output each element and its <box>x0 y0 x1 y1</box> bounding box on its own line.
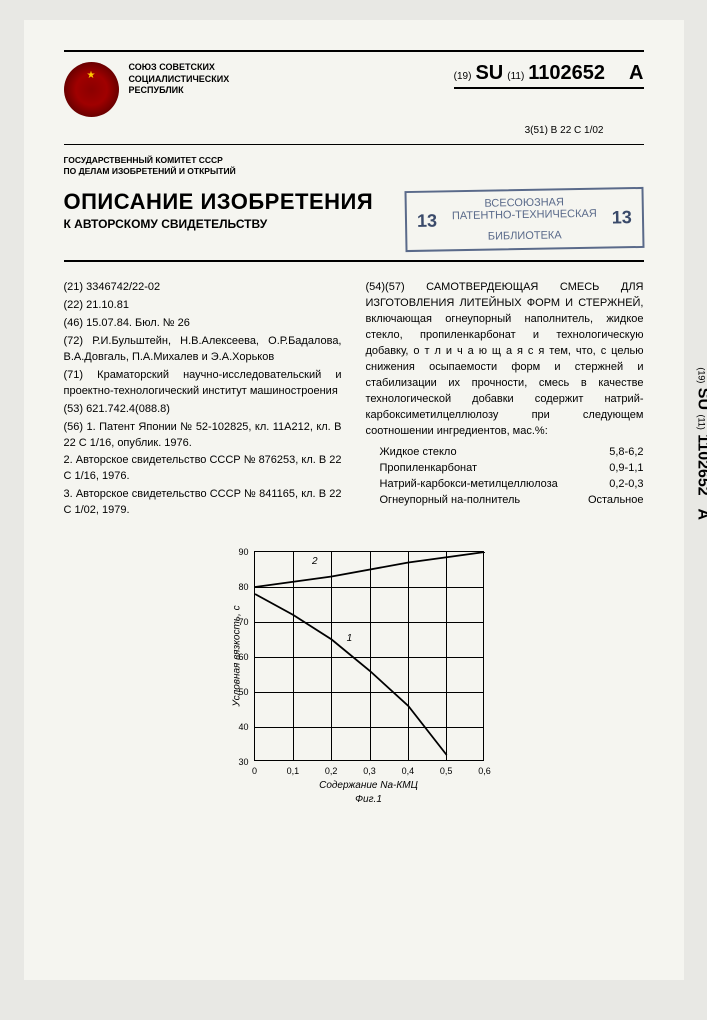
ingredients-list: Жидкое стекло 5,8-6,2 Пропиленкарбонат 0… <box>366 445 644 509</box>
pub-number-value: 1102652 <box>528 62 605 85</box>
biblio-22: (22) 21.10.81 <box>64 298 342 314</box>
stamp-num-right: 13 <box>611 207 631 228</box>
right-column: (54)(57) САМОТВЕРДЕЮЩАЯ СМЕСЬ ДЛЯ ИЗГОТО… <box>366 280 644 521</box>
title-block: ОПИСАНИЕ ИЗОБРЕТЕНИЯ К АВТОРСКОМУ СВИДЕТ… <box>64 189 644 250</box>
abstract-text: (54)(57) САМОТВЕРДЕЮЩАЯ СМЕСЬ ДЛЯ ИЗГОТО… <box>366 280 644 439</box>
xtick-label: 0,6 <box>478 766 491 776</box>
mid-rule <box>64 144 644 145</box>
biblio-56-2: 2. Авторское свидетельство СССР № 876253… <box>64 453 342 485</box>
header: СОЮЗ СОВЕТСКИХСОЦИАЛИСТИЧЕСКИХРЕСПУБЛИК … <box>64 62 644 117</box>
curve-label-2: 2 <box>312 556 318 567</box>
ingredient-name: Пропиленкарбонат <box>366 461 478 477</box>
side-num: 1102652 <box>695 434 707 495</box>
stamp-mid: ПАТЕНТНО-ТЕХНИЧЕСКАЯ <box>451 208 596 232</box>
biblio-53: (53) 621.742.4(088.8) <box>64 402 342 418</box>
curve-label-1: 1 <box>347 633 353 644</box>
biblio-56-3: 3. Авторское свидетельство СССР № 841165… <box>64 487 342 519</box>
side-prefix: (19) <box>697 367 707 383</box>
stamp-num-left: 13 <box>416 211 436 232</box>
xtick-label: 0,3 <box>363 766 376 776</box>
ingredient-value: 0,2-0,3 <box>609 477 643 493</box>
side-mid: (11) <box>697 414 707 429</box>
ingredient-value: 5,8-6,2 <box>609 445 643 461</box>
side-tab: (19) SU (11) 1102652 A <box>694 367 707 520</box>
biblio-71: (71) Краматорский научно-исследовательск… <box>64 368 342 400</box>
ytick-label: 30 <box>219 757 249 767</box>
library-stamp: ВСЕСОЮЗНАЯ 13 ПАТЕНТНО-ТЕХНИЧЕСКАЯ 13 БИ… <box>404 187 644 252</box>
pub-code: SU <box>475 62 503 85</box>
xtick-label: 0,4 <box>402 766 415 776</box>
ytick-label: 60 <box>219 652 249 662</box>
ingredient-name: Жидкое стекло <box>366 445 457 461</box>
ytick-label: 80 <box>219 582 249 592</box>
title-sub: К АВТОРСКОМУ СВИДЕТЕЛЬСТВУ <box>64 217 374 231</box>
title-main: ОПИСАНИЕ ИЗОБРЕТЕНИЯ <box>64 189 374 215</box>
union-text: СОЮЗ СОВЕТСКИХСОЦИАЛИСТИЧЕСКИХРЕСПУБЛИК <box>129 62 230 97</box>
ytick-label: 70 <box>219 617 249 627</box>
text-columns: (21) 3346742/22-02 (22) 21.10.81 (46) 15… <box>64 280 644 521</box>
publication-number: (19) SU (11) 1102652 A <box>454 62 644 89</box>
ingredient-row: Пропиленкарбонат 0,9-1,1 <box>366 461 644 477</box>
biblio-72: (72) Р.И.Бульштейн, Н.В.Алексеева, О.Р.Б… <box>64 334 342 366</box>
chart-svg <box>255 552 485 762</box>
ingredient-row: Огнеупорный на-полнитель Остальное <box>366 493 644 509</box>
chart-curve-1 <box>255 594 447 755</box>
pub-mid: (11) <box>507 71 524 82</box>
xtick-label: 0,5 <box>440 766 453 776</box>
ytick-label: 50 <box>219 687 249 697</box>
chart-xlabel: Содержание Na-КМЦ <box>319 780 418 791</box>
ingredient-name: Огнеупорный на-полнитель <box>366 493 521 509</box>
ingredient-value: Остальное <box>588 493 644 509</box>
biblio-56-1: (56) 1. Патент Японии № 52-102825, кл. 1… <box>64 420 342 452</box>
top-rule <box>64 50 644 52</box>
xtick-label: 0 <box>252 766 257 776</box>
ingredient-name: Натрий-карбокси-метилцеллюлоза <box>366 477 558 493</box>
chart-curve-2 <box>255 552 485 587</box>
chart-plot-area: Условная вязкость, с Содержание Na-КМЦ Ф… <box>254 551 484 761</box>
pub-prefix: (19) <box>454 71 472 82</box>
xtick-label: 0,2 <box>325 766 338 776</box>
biblio-21: (21) 3346742/22-02 <box>64 280 342 296</box>
biblio-46: (46) 15.07.84. Бюл. № 26 <box>64 316 342 332</box>
committee-text: ГОСУДАРСТВЕННЫЙ КОМИТЕТ СССРПО ДЕЛАМ ИЗО… <box>64 155 644 177</box>
chart-figure-label: Фиг.1 <box>355 794 382 805</box>
xtick-label: 0,1 <box>287 766 300 776</box>
ingredient-row: Жидкое стекло 5,8-6,2 <box>366 445 644 461</box>
left-column: (21) 3346742/22-02 (22) 21.10.81 (46) 15… <box>64 280 342 521</box>
side-suffix: A <box>695 508 707 520</box>
classification-code: 3(51) В 22 С 1/02 <box>64 125 604 136</box>
ingredient-value: 0,9-1,1 <box>609 461 643 477</box>
bottom-rule <box>64 260 644 262</box>
ussr-emblem-icon <box>64 62 119 117</box>
ingredient-row: Натрий-карбокси-метилцеллюлоза 0,2-0,3 <box>366 477 644 493</box>
pub-suffix: A <box>629 62 643 85</box>
ytick-label: 90 <box>219 547 249 557</box>
side-code: SU <box>695 388 707 410</box>
stamp-bot: БИБЛИОТЕКА <box>417 228 632 244</box>
chart-container: Условная вязкость, с Содержание Na-КМЦ Ф… <box>214 551 494 761</box>
ytick-label: 40 <box>219 722 249 732</box>
